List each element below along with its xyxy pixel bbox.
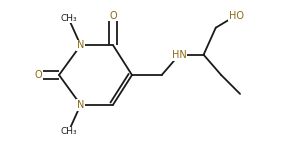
Text: CH₃: CH₃ xyxy=(60,14,77,23)
Text: N: N xyxy=(77,100,84,110)
Text: CH₃: CH₃ xyxy=(60,127,77,136)
Text: N: N xyxy=(77,40,84,50)
Text: HO: HO xyxy=(228,11,244,21)
Text: O: O xyxy=(35,70,42,80)
Text: HN: HN xyxy=(172,50,187,60)
Text: O: O xyxy=(109,11,117,21)
